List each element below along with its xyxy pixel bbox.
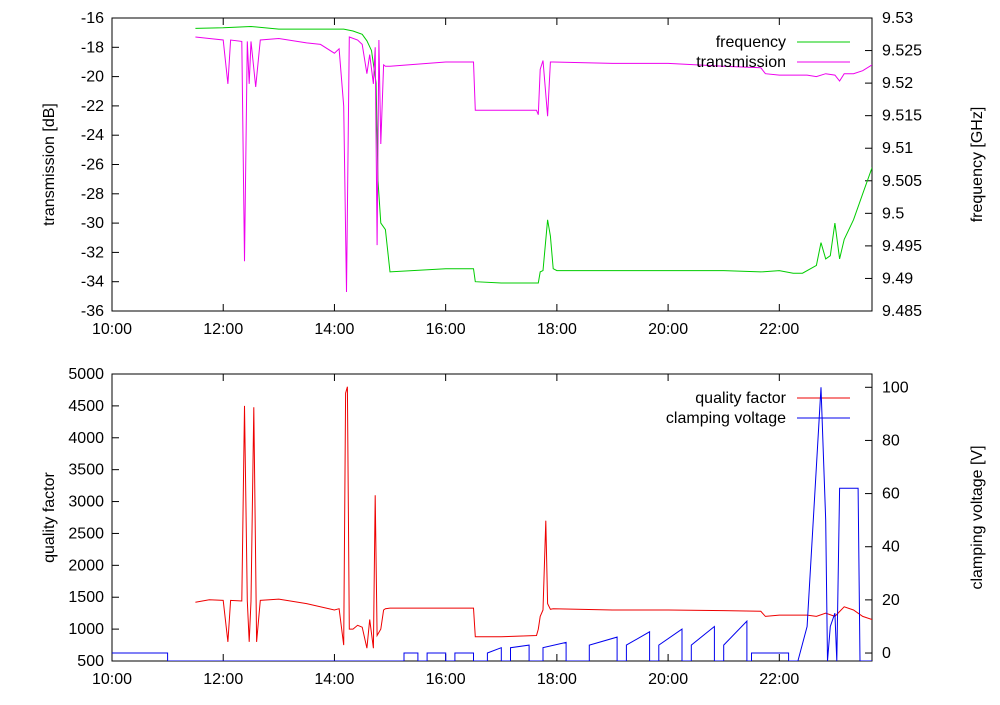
top-y2-tick-label-0: 9.485 [882, 303, 922, 320]
top-y2-tick-label-8: 9.525 [882, 43, 922, 60]
bottom-y2-tick-label-1: 20 [882, 592, 900, 609]
bottom-x-tick-label-1: 12:00 [203, 671, 243, 688]
top-y-tick-label-9: -18 [81, 39, 104, 56]
bottom-series-quality-factor-line [195, 386, 872, 649]
top-y2-tick-label-1: 9.49 [882, 270, 913, 287]
top-y-tick-label-10: -16 [81, 10, 104, 27]
top-y2-tick-label-7: 9.52 [882, 75, 913, 92]
top-x-tick-label-5: 20:00 [648, 321, 688, 338]
top-legend-frequency-label: frequency [716, 34, 786, 51]
bottom-x-tick-label-3: 16:00 [426, 671, 466, 688]
top-y2-tick-label-6: 9.515 [882, 108, 922, 125]
top-y-tick-label-1: -34 [81, 274, 104, 291]
bottom-plot-frame [111, 373, 873, 662]
bottom-x-tick-label-4: 18:00 [537, 671, 577, 688]
top-y2-tick-label-2: 9.495 [882, 238, 922, 255]
bottom-chart-panel: 10:00 12:00 14:00 16:00 18:00 20:00 22:00 500 10… [41, 366, 986, 688]
top-y-tick-label-3: -30 [81, 215, 104, 232]
bottom-y-tick-label-9: 5000 [68, 366, 104, 383]
bottom-y2-tick-label-4: 80 [882, 432, 900, 449]
top-y-tick-label-4: -28 [81, 186, 104, 203]
bottom-y2-tick-label-0: 0 [882, 645, 891, 662]
bottom-y-tick-label-7: 4000 [68, 430, 104, 447]
bottom-y2-tick-label-3: 60 [882, 486, 900, 503]
top-y-tick-label-0: -36 [81, 303, 104, 320]
top-x-tick-label-1: 12:00 [203, 321, 243, 338]
bottom-y-tick-label-1: 1000 [68, 621, 104, 638]
bottom-x-tick-label-2: 14:00 [314, 671, 354, 688]
top-series-frequency-line [195, 25, 872, 284]
top-y-tick-label-6: -24 [81, 127, 104, 144]
bottom-legend-quality-factor-label: quality factor [695, 390, 786, 407]
top-y2-tick-label-5: 9.51 [882, 140, 913, 157]
top-x-tick-label-2: 14:00 [314, 321, 354, 338]
bottom-x-tick-label-5: 20:00 [648, 671, 688, 688]
top-legend-transmission-label: transmission [696, 54, 786, 71]
top-y-tick-label-8: -20 [81, 69, 104, 86]
top-y2-axis-label: frequency [GHz] [969, 107, 986, 223]
top-y2-tick-label-3: 9.5 [882, 205, 904, 222]
bottom-series-clamping-voltage-line [112, 387, 872, 661]
top-x-tick-label-3: 16:00 [426, 321, 466, 338]
bottom-x-tick-label-6: 22:00 [759, 671, 799, 688]
bottom-y-tick-label-2: 1500 [68, 589, 104, 606]
top-x-tick-label-4: 18:00 [537, 321, 577, 338]
bottom-y2-tick-label-5: 100 [882, 379, 909, 396]
top-y-tick-label-7: -22 [81, 98, 104, 115]
top-x-tick-label-6: 22:00 [759, 321, 799, 338]
top-x-tick-label-0: 10:00 [92, 321, 132, 338]
bottom-y-tick-label-3: 2000 [68, 557, 104, 574]
bottom-y2-axis-label: clamping voltage [V] [969, 445, 986, 589]
top-y2-tick-label-4: 9.505 [882, 173, 922, 190]
top-y-axis-label: transmission [dB] [41, 103, 58, 226]
top-chart-panel: 10:00 12:00 14:00 16:00 18:00 20:00 22:00 -36 -3… [41, 10, 986, 338]
bottom-y-tick-label-4: 2500 [68, 525, 104, 542]
bottom-y-tick-label-5: 3000 [68, 494, 104, 511]
bottom-y2-tick-label-2: 40 [882, 539, 900, 556]
top-y2-tick-label-9: 9.53 [882, 10, 913, 27]
top-y-tick-label-5: -26 [81, 157, 104, 174]
bottom-x-tick-label-0: 10:00 [92, 671, 132, 688]
bottom-y-tick-label-6: 3500 [68, 462, 104, 479]
bottom-legend-clamping-voltage-label: clamping voltage [666, 410, 786, 427]
bottom-y-tick-label-8: 4500 [68, 398, 104, 415]
top-y-tick-label-2: -32 [81, 244, 104, 261]
bottom-y-axis-label: quality factor [41, 471, 58, 562]
top-series-transmission-line [195, 36, 872, 293]
bottom-y-tick-label-0: 500 [77, 653, 104, 670]
